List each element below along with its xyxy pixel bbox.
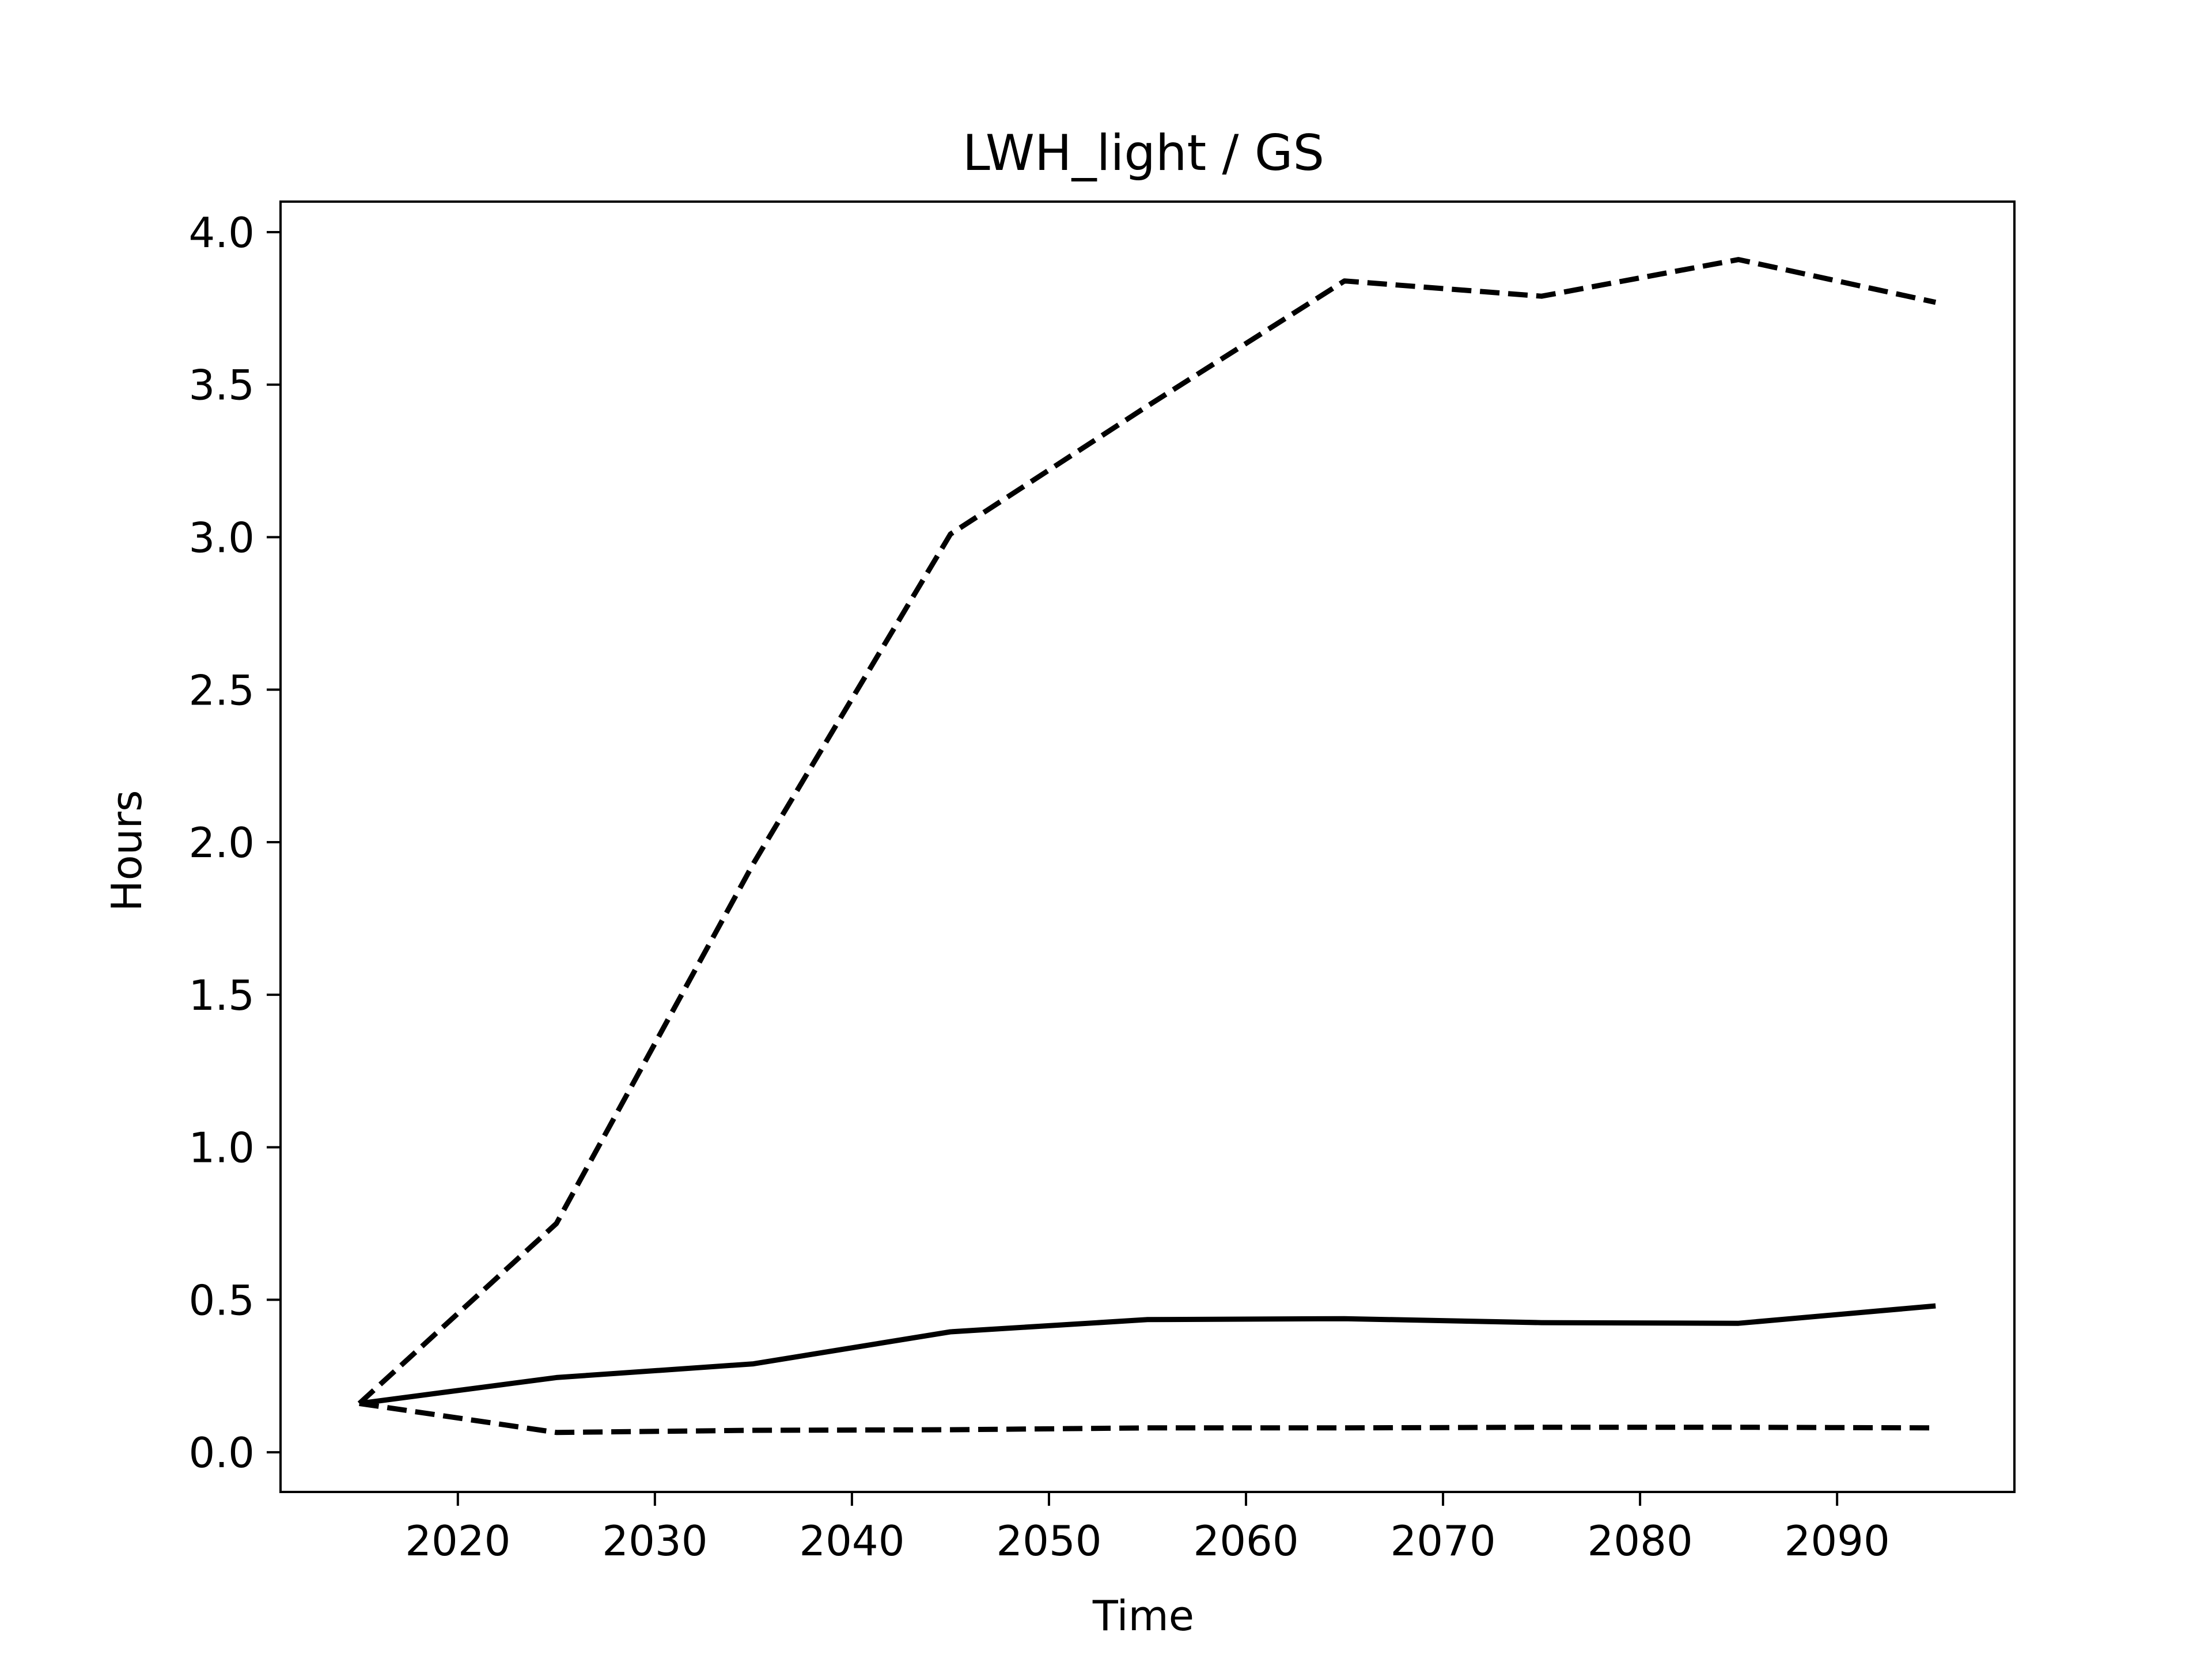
series-line-3-dashed (359, 1400, 1936, 1435)
plot-lines (357, 257, 1937, 1435)
y-tick-label: 1.0 (188, 1124, 255, 1172)
y-axis-label: Hours (103, 790, 151, 912)
series-line-1-dashed (357, 257, 1937, 1406)
y-tick-label: 3.5 (188, 361, 255, 410)
y-tick-label: 4.0 (188, 209, 255, 257)
series-line-2-solid (359, 1303, 1936, 1406)
y-tick-label: 2.0 (188, 819, 255, 867)
y-tick-label: 3.0 (188, 514, 255, 562)
x-tick-label: 2080 (1587, 1517, 1692, 1565)
x-tick-label: 2030 (602, 1517, 707, 1565)
chart-title: LWH_light / GS (963, 124, 1324, 182)
y-tick-label: 0.0 (188, 1429, 255, 1477)
y-axis: 0.0 0.5 1.0 1.5 2.0 2.5 3.0 3.5 4.0 (188, 209, 281, 1477)
y-tick-label: 2.5 (188, 666, 255, 714)
x-tick-label: 2070 (1390, 1517, 1495, 1565)
x-axis-label: Time (1092, 1592, 1194, 1640)
x-tick-label: 2060 (1193, 1517, 1298, 1565)
y-tick-label: 1.5 (188, 971, 255, 1020)
y-tick-label: 0.5 (188, 1276, 255, 1324)
x-tick-label: 2040 (799, 1517, 904, 1565)
plot-frame (279, 200, 2016, 1493)
x-axis: 2020 2030 2040 2050 2060 2070 2080 2090 (405, 1492, 1890, 1565)
x-tick-label: 2090 (1785, 1517, 1890, 1565)
x-tick-label: 2050 (996, 1517, 1101, 1565)
x-tick-label: 2020 (405, 1517, 510, 1565)
